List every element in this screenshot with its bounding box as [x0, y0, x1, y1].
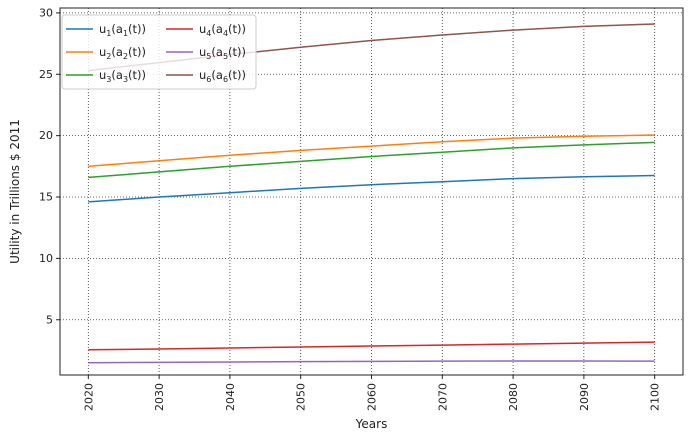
y-tick-label: 20 [39, 129, 53, 142]
y-axis-title: Utility in Trillions $ 2011 [8, 119, 22, 264]
legend-label: u3(a3(t)) [99, 68, 146, 84]
y-axis-ticks: 5 10 15 20 25 30 [39, 6, 60, 326]
y-tick-label: 15 [39, 191, 53, 204]
series-line-1 [88, 174, 655, 203]
series-line-5 [88, 360, 655, 364]
x-tick-label: 2030 [153, 383, 166, 411]
legend-label: u4(a4(t)) [199, 22, 246, 38]
x-tick-label: 2070 [436, 383, 449, 411]
legend-label: u6(a6(t)) [199, 68, 246, 84]
y-tick-label: 5 [46, 313, 53, 326]
y-tick-label: 10 [39, 252, 53, 265]
series-line-3 [88, 141, 655, 179]
x-tick-label: 2090 [578, 383, 591, 411]
x-tick-label: 2060 [366, 383, 379, 411]
series-line-2 [88, 134, 655, 168]
legend-label: u2(a2(t)) [99, 45, 146, 61]
series-line-4 [88, 341, 655, 351]
x-tick-label: 2040 [224, 383, 237, 411]
legend-label: u5(a5(t)) [199, 45, 246, 61]
x-tick-label: 2100 [649, 383, 662, 411]
x-tick-label: 2080 [507, 383, 520, 411]
legend: u1(a1(t)) u2(a2(t)) u3(a3(t)) u4(a4(t)) u5(a… [61, 14, 257, 90]
x-tick-label: 2020 [82, 383, 95, 411]
y-tick-label: 25 [39, 68, 53, 81]
grid [60, 8, 683, 375]
legend-label: u1(a1(t)) [99, 22, 146, 38]
legend-box [61, 14, 257, 90]
x-tick-label: 2050 [295, 383, 308, 411]
x-axis-ticks: 2020 2030 2040 2050 2060 2070 2080 2090 2100 [82, 375, 662, 411]
y-tick-label: 30 [39, 6, 53, 19]
x-axis-title: Years [355, 417, 388, 431]
